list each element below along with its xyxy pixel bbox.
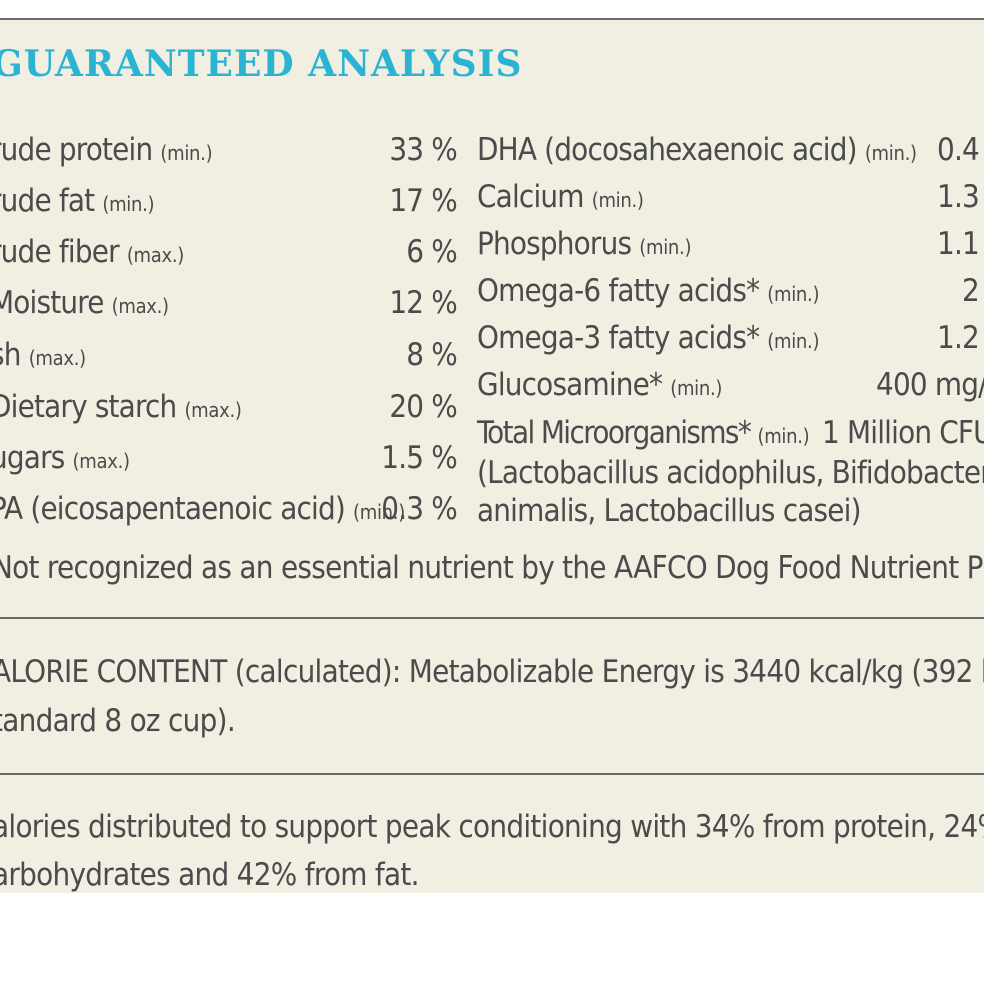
nutrient-name-sugars: ugars (max.) [0, 440, 130, 476]
nutrient-value-phosphorus: 1.1 [937, 226, 980, 262]
nutrient-value-ash: 8 % [406, 337, 457, 373]
footnote: Not recognized as an essential nutrient … [0, 550, 984, 586]
analysis-panel: GUARANTEED ANALYSIS rude protein (min.) … [0, 0, 984, 893]
nutrient-name-ash: sh (max.) [0, 337, 86, 373]
section-title: GUARANTEED ANALYSIS [0, 43, 523, 85]
nutrient-value-dha: 0.4 [937, 132, 980, 168]
nutrient-value-epa: 0.3 % [381, 491, 458, 527]
nutrient-value-crude-fiber: 6 % [406, 234, 457, 270]
divider-2 [0, 773, 984, 775]
nutrient-value-total-microorganisms: 1 Million CFU/ [822, 415, 984, 451]
microorganisms-detail-line-2: animalis, Lactobacillus casei) [477, 493, 861, 529]
divider-1 [0, 617, 984, 619]
microorganisms-detail-line-1: (Lactobacillus acidophilus, Bifidobacter… [477, 455, 984, 491]
calorie-content-line-1: ALORIE CONTENT (calculated): Metabolizab… [0, 654, 984, 690]
nutrient-value-omega-3: 1.2 [937, 320, 980, 356]
nutrient-value-glucosamine: 400 mg/ [876, 367, 984, 403]
nutrient-value-calcium: 1.3 [937, 179, 980, 215]
top-band [0, 0, 984, 18]
nutrient-name-omega-6: Omega-6 fatty acids* (min.) [477, 273, 820, 309]
nutrient-name-crude-protein: rude protein (min.) [0, 132, 213, 168]
calorie-distribution-line-1: alories distributed to support peak cond… [0, 809, 984, 845]
nutrient-value-crude-protein: 33 % [389, 132, 457, 168]
nutrient-name-calcium: Calcium (min.) [477, 179, 644, 215]
nutrient-name-total-microorganisms: Total Microorganisms* (min.) [477, 415, 810, 451]
nutrient-value-moisture: 12 % [389, 285, 457, 321]
nutrient-name-epa: PA (eicosapentaenoic acid) (min.) [0, 491, 405, 527]
top-rule [0, 18, 984, 20]
nutrient-name-crude-fiber: rude fiber (max.) [0, 234, 184, 270]
nutrient-name-dietary-starch: Dietary starch (max.) [0, 389, 242, 425]
nutrient-value-omega-6: 2 [962, 273, 980, 309]
nutrient-name-dha: DHA (docosahexaenoic acid) (min.) [477, 132, 917, 168]
calorie-distribution-line-2: arbohydrates and 42% from fat. [0, 857, 419, 893]
nutrient-value-crude-fat: 17 % [389, 183, 457, 219]
nutrient-name-moisture: Moisture (max.) [0, 285, 169, 321]
nutrient-name-omega-3: Omega-3 fatty acids* (min.) [477, 320, 820, 356]
nutrient-value-dietary-starch: 20 % [389, 389, 457, 425]
calorie-content-line-2: tandard 8 oz cup). [0, 703, 236, 739]
nutrient-value-sugars: 1.5 % [381, 440, 458, 476]
nutrient-name-glucosamine: Glucosamine* (min.) [477, 367, 723, 403]
nutrient-name-phosphorus: Phosphorus (min.) [477, 226, 692, 262]
nutrient-name-crude-fat: rude fat (min.) [0, 183, 155, 219]
